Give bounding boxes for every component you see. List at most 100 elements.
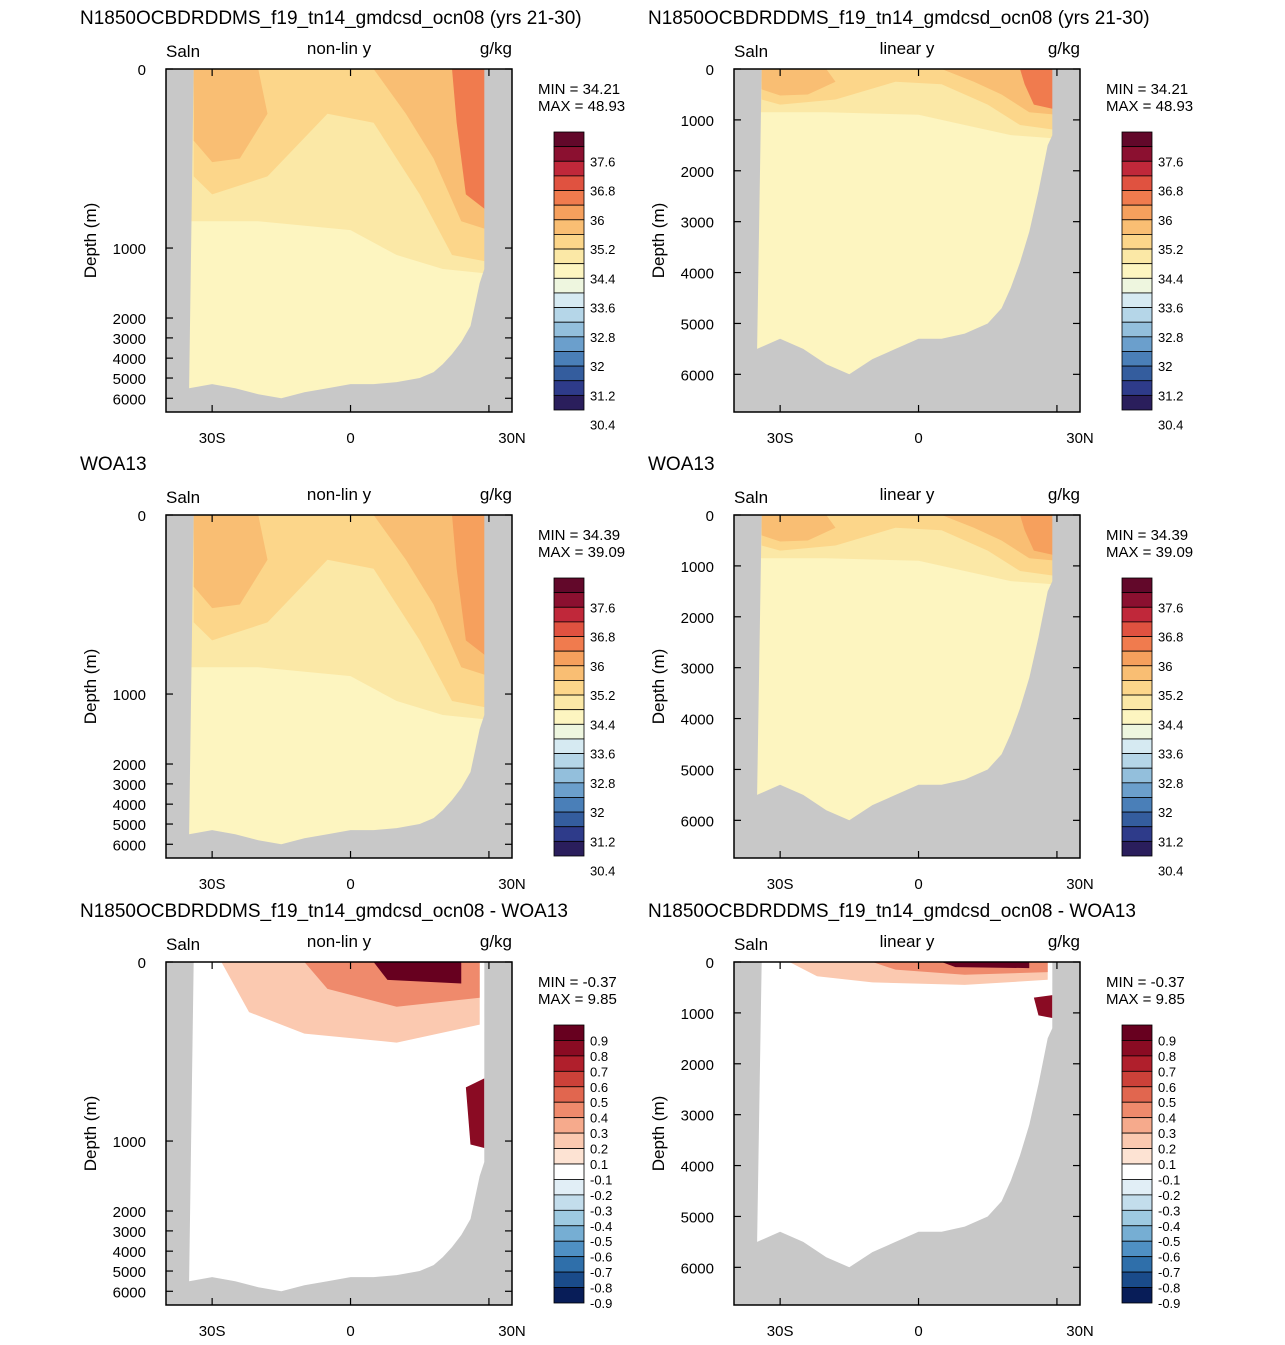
y-tick-label: 1000 <box>113 1134 146 1151</box>
colorbar-tick-label: 0.4 <box>590 1111 608 1126</box>
colorbar-tick-label: 0.3 <box>1158 1126 1176 1141</box>
colorbar-swatch <box>1121 248 1153 265</box>
colorbar-swatch <box>553 160 585 177</box>
y-tick-label: 0 <box>138 955 146 972</box>
colorbar-tick-label: 0.6 <box>1158 1080 1176 1095</box>
salinity-south-subtropical-max <box>193 515 268 609</box>
y-tick-label: 2000 <box>681 1057 714 1074</box>
panel-1-0: WOA13 Saln non-lin y g/kg Depth (m) 0 1000 2000… <box>80 454 625 893</box>
colorbar-swatch <box>1121 277 1153 294</box>
colorbar-tick-label: 0.3 <box>590 1126 608 1141</box>
x-tick-label: 30S <box>199 876 226 893</box>
colorbar-swatch <box>1121 1163 1153 1180</box>
colorbar-swatch <box>1121 709 1153 725</box>
contour-field <box>734 515 1080 858</box>
colorbar-tick-label: 30.4 <box>590 418 615 433</box>
colorbar-swatch <box>1121 1040 1153 1057</box>
colorbar-swatch <box>553 680 585 696</box>
colorbar-swatch <box>1121 1086 1153 1103</box>
colorbar-tick-label: 0.5 <box>1158 1095 1176 1110</box>
y-tick-label: 1000 <box>681 1006 714 1023</box>
colorbar-swatch <box>553 1271 585 1288</box>
panel-variable-label: Saln <box>734 42 768 61</box>
max-value-label: MAX = 39.09 <box>538 544 625 561</box>
colorbar-tick-label: -0.9 <box>1158 1296 1180 1311</box>
colorbar-tick-label: 0.7 <box>590 1064 608 1079</box>
colorbar-swatch <box>1121 263 1153 279</box>
colorbar-swatch <box>553 234 585 250</box>
y-tick-label: 6000 <box>113 1284 146 1301</box>
colorbar-tick-label: -0.4 <box>590 1219 612 1234</box>
colorbar-tick-label: -0.6 <box>1158 1250 1180 1265</box>
x-tick-label: 30S <box>767 1323 794 1340</box>
colorbar-tick-label: -0.1 <box>1158 1172 1180 1187</box>
colorbar-swatch <box>553 753 585 769</box>
colorbar-swatch <box>553 307 585 323</box>
y-tick-label: 2000 <box>681 164 714 181</box>
salinity-south-subtropical-max <box>193 69 268 163</box>
colorbar-tick-label: -0.4 <box>1158 1219 1180 1234</box>
y-tick-label: 5000 <box>681 762 714 779</box>
panel-1-1: WOA13 Saln linear y g/kg Depth (m) 0 1000 2000 3… <box>648 454 1193 893</box>
min-value-label: MIN = -0.37 <box>538 974 617 991</box>
max-value-label: MAX = 48.93 <box>538 98 625 115</box>
max-value-label: MAX = 48.93 <box>1106 98 1193 115</box>
colorbar-swatch <box>1121 1271 1153 1288</box>
panel-variable-label: Saln <box>734 488 768 507</box>
y-tick-label: 4000 <box>113 351 146 368</box>
y-tick-label: 1000 <box>681 113 714 130</box>
panel-title: N1850OCBDRDDMS_f19_tn14_gmdcsd_ocn08 (yr… <box>80 8 582 29</box>
min-value-label: MIN = 34.21 <box>538 81 620 98</box>
colorbar-swatch <box>1121 797 1153 813</box>
x-tick-label: 30N <box>498 876 526 893</box>
colorbar-swatch <box>553 592 585 608</box>
y-tick-label: 3000 <box>681 1108 714 1125</box>
y-tick-label: 6000 <box>113 837 146 854</box>
colorbar-swatch <box>1121 307 1153 323</box>
colorbar-swatch <box>553 1209 585 1227</box>
colorbar-tick-label: 0.8 <box>590 1049 608 1064</box>
contour-field <box>734 69 1080 412</box>
colorbar-tick-label: -0.2 <box>1158 1188 1180 1203</box>
colorbar-tick-label: 36 <box>1158 659 1172 674</box>
colorbar-swatch <box>1121 738 1153 754</box>
colorbar-tick-label: 36.8 <box>590 184 615 199</box>
plot-frame <box>733 961 1081 1306</box>
y-axis-label: Depth (m) <box>81 203 100 279</box>
colorbar-tick-label: 0.7 <box>1158 1064 1176 1079</box>
y-tick-label: 2000 <box>113 1204 146 1221</box>
colorbar-swatch <box>553 1163 585 1180</box>
colorbar-swatch <box>553 263 585 279</box>
colorbar-swatch <box>553 665 585 681</box>
panel-title: WOA13 <box>648 454 715 475</box>
x-tick-label: 30N <box>1066 430 1094 447</box>
colorbar-swatch <box>553 1040 585 1057</box>
min-value-label: MIN = 34.21 <box>1106 81 1188 98</box>
colorbar-swatch <box>1121 146 1153 162</box>
colorbar-swatch <box>553 277 585 294</box>
y-tick-label: 6000 <box>681 1260 714 1277</box>
x-tick-label: 30S <box>199 430 226 447</box>
land-mask <box>166 515 512 858</box>
colorbar-swatch <box>1121 131 1153 148</box>
min-value-label: MIN = -0.37 <box>1106 974 1185 991</box>
colorbar: 37.6 36.8 36 35.2 34.4 33.6 32.8 32 31.2 30.4 <box>1121 577 1183 879</box>
colorbar-swatch <box>1121 577 1153 594</box>
colorbar-swatch <box>553 1225 585 1242</box>
y-tick-label: 5000 <box>681 1209 714 1226</box>
colorbar-swatch <box>1121 1024 1153 1041</box>
max-value-label: MAX = 9.85 <box>538 991 617 1008</box>
y-tick-label: 4000 <box>681 266 714 283</box>
x-tick-label: 0 <box>346 430 354 447</box>
colorbar-swatch <box>1121 694 1153 711</box>
panel-units-label: g/kg <box>1048 39 1080 58</box>
colorbar-tick-label: 0.8 <box>1158 1049 1176 1064</box>
land-mask <box>734 515 1080 858</box>
panel-axis-mode-label: non-lin y <box>307 932 372 951</box>
colorbar-swatch <box>1121 606 1153 623</box>
colorbar-tick-label: 30.4 <box>590 864 615 879</box>
colorbar-swatch <box>553 826 585 842</box>
colorbar-tick-label: 37.6 <box>590 154 615 169</box>
colorbar-tick-label: 31.2 <box>590 834 615 849</box>
